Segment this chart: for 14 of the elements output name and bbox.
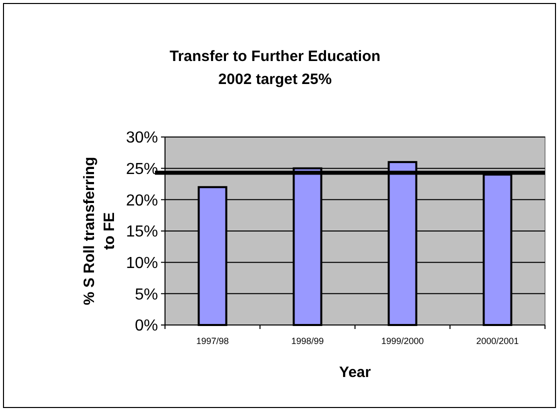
y-tick-label: 0%: [134, 318, 158, 335]
x-tick-label: 1997/98: [196, 336, 229, 346]
x-axis-title: Year: [339, 364, 372, 381]
y-axis-title: % S Roll transferring to FE: [81, 156, 118, 306]
x-tick-label: 1998/99: [291, 336, 324, 346]
y-tick-label: 15%: [126, 224, 158, 241]
y-tick-label: 30%: [126, 130, 158, 147]
x-tick-label: 1999/2000: [381, 336, 424, 346]
y-tick-label: 20%: [126, 192, 158, 210]
y-tick-label: 10%: [126, 254, 158, 272]
chart-title: Transfer to Further Education 2002 target 25%: [170, 48, 380, 88]
y-tick-label: 25%: [126, 160, 158, 178]
x-tick-label: 2000/2001: [476, 336, 519, 346]
y-tick-label: 5%: [134, 286, 158, 304]
